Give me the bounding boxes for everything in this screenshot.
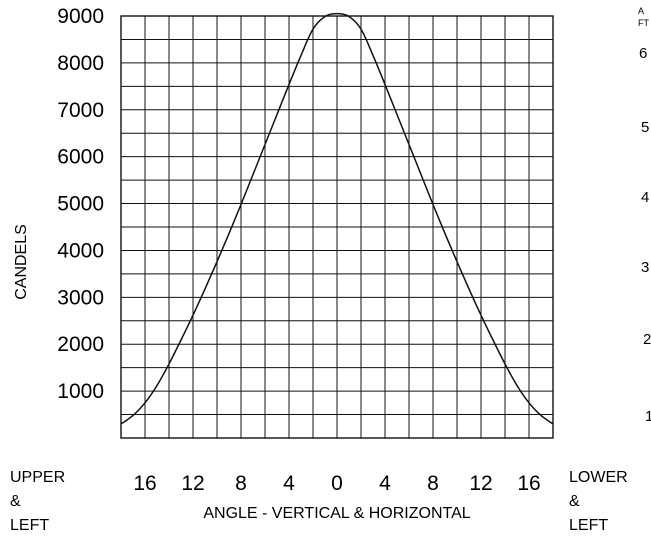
- x-tick-label: 4: [283, 472, 295, 495]
- curve-layer: [120, 12, 554, 425]
- x-tick-label: 8: [235, 472, 247, 495]
- right-axis-letter-a: A: [638, 6, 644, 16]
- right-axis-tick-label: 1: [645, 408, 651, 425]
- right-axis-tick-label: 2: [643, 331, 651, 348]
- right-axis-tick-label: 5: [641, 119, 649, 136]
- y-tick-label: 8000: [57, 52, 104, 75]
- x-tick-label: 16: [517, 472, 540, 495]
- right-axis-tick-label: 6: [639, 45, 647, 62]
- x-tick-label: 8: [427, 472, 439, 495]
- x-axis-title: ANGLE - VERTICAL & HORIZONTAL: [203, 505, 470, 522]
- y-tick-label: 2000: [57, 333, 104, 356]
- corner-upper-label: UPPER: [10, 469, 65, 486]
- x-tick-label: 4: [379, 472, 391, 495]
- y-tick-label: 5000: [57, 193, 104, 216]
- y-tick-label: 7000: [57, 99, 104, 122]
- corner-lower-label: LOWER: [569, 469, 628, 486]
- x-tick-label: 12: [181, 472, 204, 495]
- intensity-curve: [120, 12, 554, 425]
- right-axis-letter-ft: FT: [638, 18, 649, 28]
- y-tick-label: 3000: [57, 286, 104, 309]
- right-axis-tick-label: 3: [641, 259, 649, 276]
- corner-amp-left: &: [10, 493, 21, 510]
- plot-frame: [120, 15, 554, 439]
- y-tick-label: 4000: [57, 239, 104, 262]
- x-tick-labels: 16 12 8 4 0 4 8 12 16: [133, 472, 540, 495]
- corner-amp-right: &: [569, 493, 580, 510]
- x-tick-label: 0: [331, 472, 343, 495]
- y-tick-label: 1000: [57, 380, 104, 403]
- corner-left-label-right: LEFT: [569, 517, 608, 534]
- x-tick-label: 12: [469, 472, 492, 495]
- right-axis-tick-label: 4: [641, 189, 649, 206]
- y-axis-title: CANDELS: [13, 224, 30, 300]
- right-axis-ticks: 6 5 4 3 2 1: [639, 45, 651, 425]
- y-tick-label: 6000: [57, 146, 104, 169]
- x-tick-label: 16: [133, 472, 156, 495]
- y-tick-label: 9000: [57, 5, 104, 28]
- corner-left-label: LEFT: [10, 517, 49, 534]
- grid: [121, 16, 553, 438]
- y-tick-labels: 1000 2000 3000 4000 5000 6000 7000 8000 9000: [57, 5, 104, 403]
